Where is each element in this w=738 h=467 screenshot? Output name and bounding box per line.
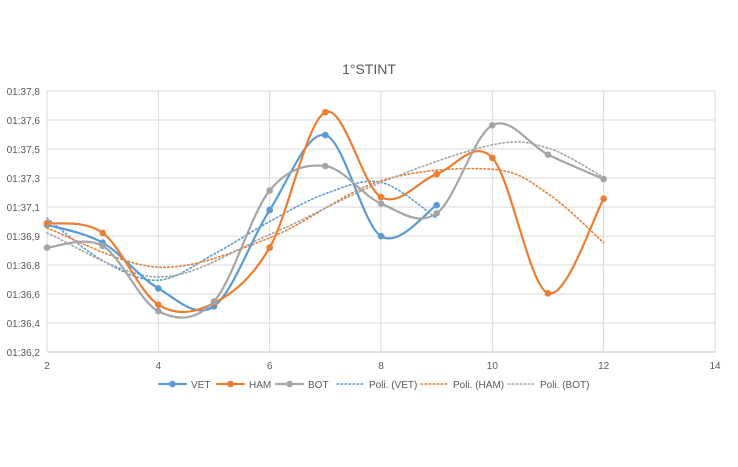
data-point-bot xyxy=(43,244,51,251)
legend-marker xyxy=(227,380,234,388)
x-tick-label: 6 xyxy=(267,361,273,372)
x-tick-label: 8 xyxy=(378,361,384,372)
x-tick-label: 12 xyxy=(598,361,610,372)
legend: VET HAM BOT Poli. (VET) Poli. (HAM) Poli. (BO… xyxy=(157,380,589,391)
y-tick-label: 01:37,6 xyxy=(7,116,41,127)
data-point-vet xyxy=(322,131,329,139)
y-tick-label: 01:36,4 xyxy=(7,319,41,330)
legend-marker xyxy=(169,380,176,388)
legend-marker xyxy=(286,380,293,388)
data-point-bot xyxy=(600,175,607,183)
legend-item: Poli. (VET) xyxy=(336,380,417,391)
x-tick-label: 14 xyxy=(709,361,721,372)
data-point-ham xyxy=(99,229,106,237)
x-tick-label: 10 xyxy=(487,361,499,372)
data-point-vet xyxy=(155,285,162,292)
data-point-bot xyxy=(99,242,106,250)
y-tick-label: 01:36,2 xyxy=(7,348,41,359)
series-line-vet xyxy=(46,133,438,312)
legend-item: BOT xyxy=(274,380,329,391)
data-point-ham xyxy=(600,195,607,202)
data-point-ham xyxy=(266,244,273,251)
legend-label: Poli. (HAM) xyxy=(453,380,504,391)
x-tick-label: 4 xyxy=(156,361,162,372)
y-tick-label: 01:36,9 xyxy=(7,232,41,243)
data-point-bot xyxy=(489,121,496,129)
data-point-vet xyxy=(377,232,385,240)
y-tick-label: 01:37,5 xyxy=(7,145,41,156)
trendline-layer xyxy=(46,141,605,282)
legend-label: Poli. (VET) xyxy=(369,380,417,391)
data-point-bot xyxy=(377,200,385,207)
data-point-bot xyxy=(433,210,440,217)
data-point-ham xyxy=(43,219,51,227)
legend-label: BOT xyxy=(308,380,329,391)
y-tick-label: 01:36,6 xyxy=(7,290,41,301)
data-point-bot xyxy=(544,151,552,158)
data-point-ham xyxy=(322,108,329,116)
data-point-ham xyxy=(377,193,385,201)
chart-title: 1°STINT xyxy=(342,61,396,77)
axis-layer: 01:36,2 01:36,4 01:36,6 01:36,8 01:36,9 01:37… xyxy=(7,87,721,372)
trendline-poliham xyxy=(46,167,605,268)
y-tick-label: 01:37,3 xyxy=(7,174,41,185)
legend-label: HAM xyxy=(249,380,271,391)
data-point-bot xyxy=(210,298,218,305)
data-point-ham xyxy=(433,170,440,178)
data-point-vet xyxy=(266,206,273,214)
x-tick-label: 2 xyxy=(44,361,50,372)
y-tick-label: 01:36,8 xyxy=(7,261,41,272)
legend-label: VET xyxy=(191,380,210,391)
data-point-ham xyxy=(155,301,162,308)
series-layer xyxy=(43,108,607,319)
data-point-ham xyxy=(544,289,552,297)
data-point-bot xyxy=(266,187,273,194)
legend-item: VET xyxy=(157,380,210,391)
legend-item: HAM xyxy=(215,380,271,391)
data-point-ham xyxy=(489,154,496,162)
legend-label: Poli. (BOT) xyxy=(540,380,589,391)
data-point-vet xyxy=(433,201,440,209)
legend-item: Poli. (HAM) xyxy=(420,380,504,391)
data-point-bot xyxy=(322,162,329,170)
y-tick-label: 01:37,1 xyxy=(7,203,41,214)
legend-item: Poli. (BOT) xyxy=(507,380,589,391)
y-tick-label: 01:37,8 xyxy=(7,87,41,98)
data-point-bot xyxy=(155,307,162,315)
trendline-polibot xyxy=(46,141,605,278)
